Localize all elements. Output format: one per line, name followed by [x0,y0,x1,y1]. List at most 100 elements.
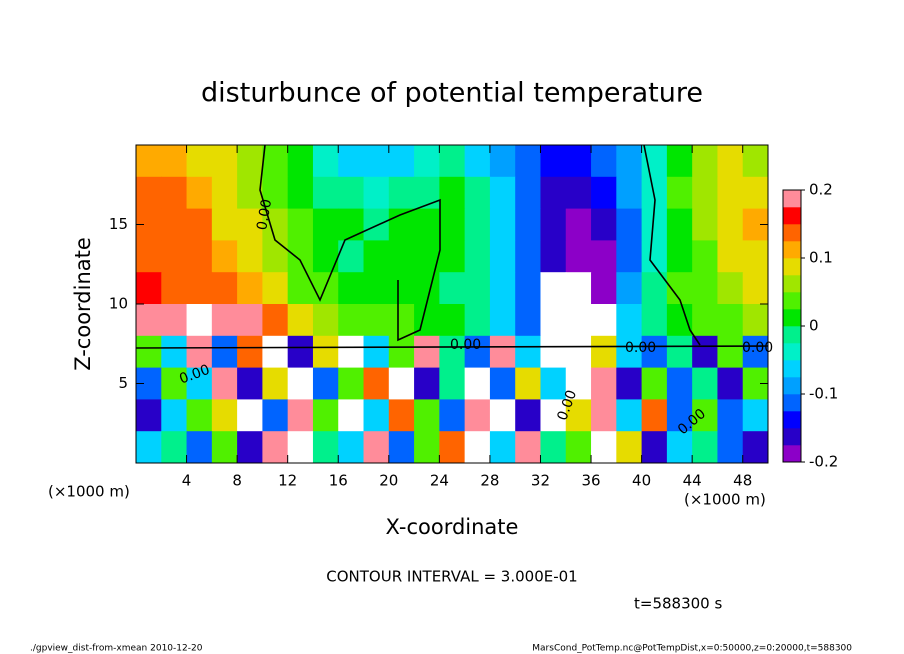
cell [666,304,693,337]
cell [515,240,541,273]
cell [388,431,415,464]
cell [565,145,592,178]
cell [363,176,390,210]
cell [237,367,263,400]
cell [515,335,541,369]
cell [388,399,415,432]
colorbar-tick-label: -0.1 [809,385,838,403]
cell [287,145,314,178]
cell [161,272,188,305]
cell [591,431,617,464]
cell [616,304,643,337]
cell [414,335,440,369]
cell [464,145,491,178]
cell [439,367,466,400]
cell [565,240,592,273]
colorbar-band [783,326,801,344]
cell [136,240,162,273]
cell [540,399,567,432]
colorbar-band [783,377,801,395]
cell [591,367,617,400]
cell [186,145,213,178]
cell [136,335,162,369]
cell [616,272,643,305]
cell [414,431,440,464]
cell [717,240,744,273]
cell [565,431,592,464]
cell [540,367,567,400]
cell [237,176,263,210]
cell [717,335,744,369]
cell [439,208,466,241]
x-tick-label: 16 [329,472,348,490]
cell [237,145,263,178]
cell [616,145,643,178]
cell [515,304,541,337]
colorbar-band [783,258,801,276]
cell [692,399,718,432]
cell [742,145,769,178]
cell [464,431,491,464]
cell [666,145,693,178]
cell [287,399,314,432]
cell [338,399,365,432]
cell [565,367,592,400]
x-tick-label: 12 [278,472,297,490]
cell [489,272,516,305]
cell [666,208,693,241]
cell [287,304,314,337]
cell [186,431,213,464]
cell [591,145,617,178]
cell [692,367,718,400]
cell [338,272,365,305]
contour-label: 0.00 [450,337,481,353]
cell [666,176,693,210]
time-label: t=588300 s [634,595,722,613]
cell [161,304,188,337]
cell [540,335,567,369]
cell [414,145,440,178]
cell [591,272,617,305]
cell [565,176,592,210]
cell [464,272,491,305]
cell [591,304,617,337]
cell [742,304,769,337]
cell [312,399,339,432]
cell [464,176,491,210]
cell [312,176,339,210]
cell [338,145,365,178]
cell [414,208,440,241]
cell [540,145,567,178]
cell [666,431,693,464]
cell [515,208,541,241]
x-unit-label: (×1000 m) [684,491,766,509]
cell [742,431,769,464]
cell [666,367,693,400]
cell [616,240,643,273]
x-tick-label: 24 [430,472,449,490]
cell [211,208,238,241]
cell [666,335,693,369]
cell [237,272,263,305]
cell [464,240,491,273]
cell [717,399,744,432]
colorbar-tick-label: 0 [809,317,819,335]
cell [742,399,769,432]
cell [363,431,390,464]
cell [692,304,718,337]
cell [136,272,162,305]
cell [211,272,238,305]
cell [464,304,491,337]
y-axis-label: Z-coordinate [71,237,95,371]
cell [464,399,491,432]
cell [565,399,592,432]
cell [312,208,339,241]
cell [262,335,289,369]
cell [742,176,769,210]
cell [388,335,415,369]
y-tick-label: 15 [109,215,128,233]
colorbar-band [783,224,801,242]
cell [414,399,440,432]
cell [287,335,314,369]
